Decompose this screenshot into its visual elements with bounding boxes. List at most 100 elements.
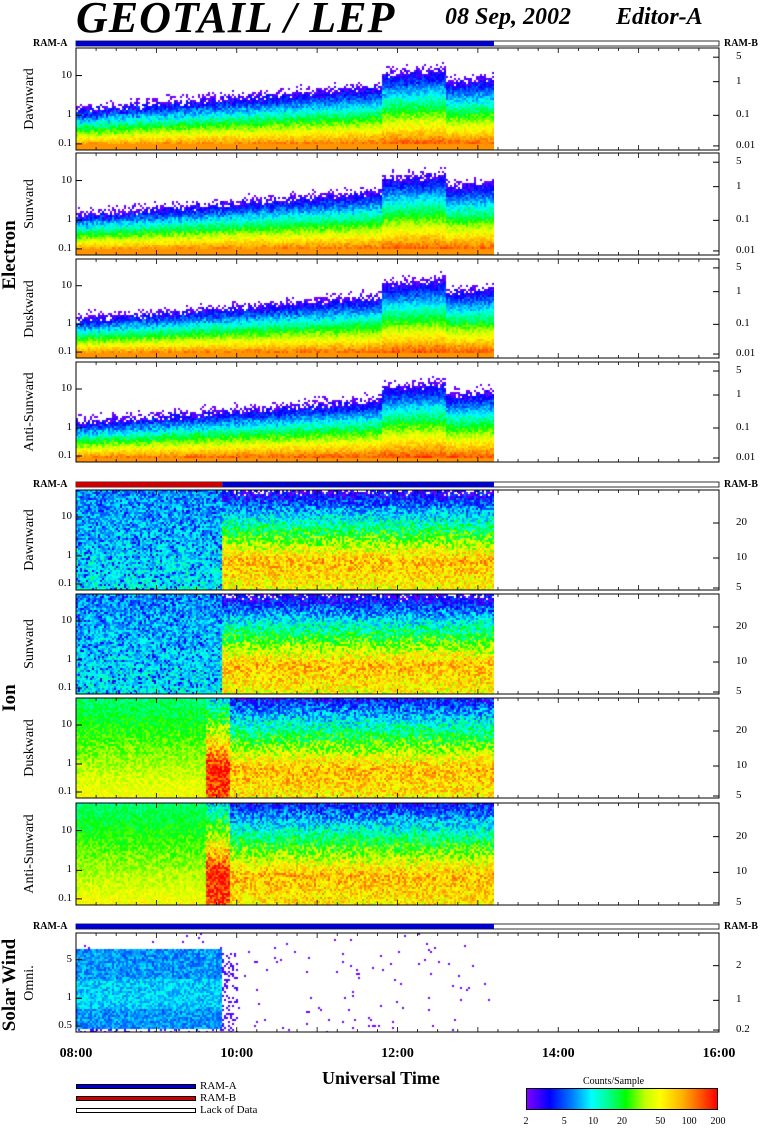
panel-2-right-tick-label-0: 5 [736,260,742,273]
panel-6-left-tick-label-1: 1 [66,757,73,769]
x-tick-label-0: 08:00 [59,1046,93,1061]
panel-6-right-tick-label-0: 20 [736,724,747,736]
panel-4-left-tick-label-2: 0.1 [58,577,72,589]
panel-1-left-tick-label-2: 0.1 [58,241,72,254]
panel-5-left-tick-label-0: 10 [61,614,72,626]
panel-8-spectrogram [76,933,494,1032]
colorbar [526,1088,718,1110]
panel-5-right-tick-label-2: 5 [736,685,742,697]
panel-3-right-tick-label-1: 1 [736,388,742,400]
panel-6-left-tick-label-2: 0.1 [58,785,72,797]
panel-3-left-tick-label-1: 1 [66,421,73,433]
panel-3-right-tick-label-0: 5 [736,364,742,376]
panel-7-right-tick-label-2: 5 [736,895,742,908]
legend-ram-b-line [76,1096,196,1101]
panel-8-right-tick-label-1: 1 [736,993,742,1006]
panel-8-right-tick-label-0: 2 [736,958,742,971]
panel-6-right-tick-label-2: 5 [736,789,742,801]
panel-8-left-tick-label-1: 1 [66,991,73,1004]
panel-2-right-tick-label-1: 1 [736,284,742,297]
panel-7-right-tick-label-0: 20 [736,829,747,842]
panel-8-ylabel: Omni. [22,964,37,1001]
panel-0-left-tick-label-2: 0.1 [58,136,72,149]
panel-3-left-tick-label-0: 10 [61,382,72,394]
panel-1-right-tick-label-1: 1 [736,179,742,192]
panel-0-right-tick-label-3: 0.01 [736,138,756,151]
panel-0-right-tick-label-2: 0.1 [736,108,750,121]
panel-2-right-tick-label-3: 0.01 [736,347,756,360]
panel-1-right-tick-label-3: 0.01 [736,243,756,256]
panel-4-right-tick-label-0: 20 [736,516,747,528]
colorbar-title: Counts/Sample [583,1076,645,1087]
panel-8-right-tick-label-2: 0.2 [736,1023,750,1036]
panel-0-spectrogram [76,48,494,150]
page-title: GEOTAIL / LEP [76,0,396,42]
colorbar-tick-label-6: 200 [710,1116,726,1127]
panel-4-right-tick-label-1: 10 [736,551,747,563]
panel-8-left-tick-label-0: 5 [66,952,73,965]
panel-3-ylabel: Anti-Sunward [22,372,37,452]
x-tick-label-4: 16:00 [702,1046,736,1061]
legend-ram-a-label: RAM-A [200,1080,237,1092]
ram-bar-1-ram-b [76,482,223,487]
x-tick-label-2: 12:00 [381,1046,414,1061]
panel-0-left-tick-label-1: 1 [66,108,73,121]
panel-3-right-tick-label-2: 0.1 [736,421,750,433]
ram-b-label-solar-wind: RAM-B [724,921,758,932]
panel-2-left-tick-label-1: 1 [66,317,73,330]
ion-group-label: Ion [0,684,20,712]
panel-7-spectrogram [76,803,494,905]
legend-lack-label: Lack of Data [200,1104,258,1116]
colorbar-tick-label-3: 20 [617,1116,627,1127]
legend-lack-line [76,1108,196,1113]
panel-1-spectrogram [76,153,494,255]
panel-1-left-tick-label-0: 10 [61,173,72,186]
panel-7-left-tick-label-0: 10 [61,823,72,836]
panel-2-ylabel: Duskward [22,279,37,338]
panel-6-ylabel: Duskward [22,719,37,777]
ram-b-label-ion: RAM-B [724,479,758,490]
panel-4-left-tick-label-0: 10 [61,510,72,522]
panel-8-left-tick-label-2: 0.5 [58,1019,72,1032]
ram-bar-2-ram-a [76,924,494,929]
panel-1-right-tick-label-2: 0.1 [736,213,750,226]
ram-a-label-ion: RAM-A [33,479,68,490]
panel-6-right-tick-label-1: 10 [736,759,747,771]
colorbar-tick-label-1: 5 [561,1116,567,1127]
panel-3-spectrogram [76,362,494,462]
x-tick-label-3: 14:00 [541,1046,575,1061]
panel-3-left-tick-label-2: 0.1 [58,449,72,461]
panel-6-left-tick-label-0: 10 [61,718,72,730]
panel-4-spectrogram [76,490,494,590]
panel-5-right-tick-label-0: 20 [736,620,747,632]
x-tick-label-1: 10:00 [220,1046,254,1061]
panel-1-ylabel: Sunward [22,179,37,229]
date-label: 08 Sep, 2002 [445,4,571,30]
panel-7-right-tick-label-1: 10 [736,865,747,878]
x-axis-label: Universal Time [322,1068,440,1088]
colorbar-tick-label-0: 2 [523,1116,529,1127]
colorbar-tick-label-2: 10 [588,1116,599,1127]
panel-5-left-tick-label-2: 0.1 [58,681,72,693]
panel-5-ylabel: Sunward [22,619,37,669]
panel-3-right-tick-label-3: 0.01 [736,451,756,463]
panel-4-left-tick-label-1: 1 [66,549,73,561]
panel-0-right-tick-label-0: 5 [736,50,742,63]
panel-7-ylabel: Anti-Sunward [22,814,37,894]
editor-label: Editor-A [616,4,703,30]
panel-1-left-tick-label-1: 1 [66,213,73,226]
panel-4-right-tick-label-2: 5 [736,581,742,593]
ram-bar-1-ram-a [222,482,494,487]
panel-2-left-tick-label-2: 0.1 [58,345,72,358]
panel-7-left-tick-label-2: 0.1 [58,891,72,904]
solar-wind-group-label: Solar Wind [0,938,20,1032]
ram-bar-0-ram-a [76,41,494,46]
panel-2-left-tick-label-0: 10 [61,278,72,291]
panel-0-right-tick-label-1: 1 [736,74,742,87]
colorbar-tick-label-4: 50 [655,1116,666,1127]
panel-5-left-tick-label-1: 1 [66,653,73,665]
legend-ram-b-label: RAM-B [200,1092,237,1104]
panel-2-right-tick-label-2: 0.1 [736,317,750,330]
colorbar-tick-label-5: 100 [681,1116,697,1127]
ram-b-label-electron: RAM-B [724,38,758,49]
